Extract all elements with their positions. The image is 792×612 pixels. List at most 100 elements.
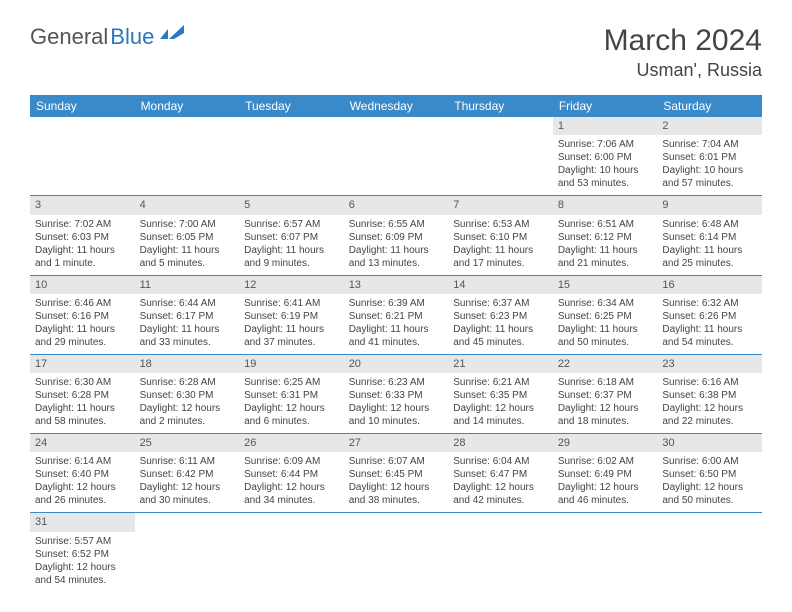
calendar-cell: 5Sunrise: 6:57 AMSunset: 6:07 PMDaylight… [239,196,344,275]
sunset-line: Sunset: 6:10 PM [453,231,548,244]
daylight-line: Daylight: 12 hours and 54 minutes. [35,561,130,587]
day-number: 11 [135,276,240,294]
sunrise-line: Sunrise: 6:51 AM [558,218,653,231]
day-number: 12 [239,276,344,294]
sunrise-line: Sunrise: 6:30 AM [35,376,130,389]
sunrise-line: Sunrise: 6:18 AM [558,376,653,389]
daylight-line: Daylight: 10 hours and 57 minutes. [662,164,757,190]
day-number: 21 [448,355,553,373]
weekday-header: Friday [553,95,658,117]
calendar-cell: 16Sunrise: 6:32 AMSunset: 6:26 PMDayligh… [657,275,762,354]
daylight-line: Daylight: 11 hours and 41 minutes. [349,323,444,349]
day-number: 9 [657,196,762,214]
daylight-line: Daylight: 12 hours and 50 minutes. [662,481,757,507]
day-number: 17 [30,355,135,373]
daylight-line: Daylight: 11 hours and 37 minutes. [244,323,339,349]
daylight-line: Daylight: 12 hours and 30 minutes. [140,481,235,507]
sunrise-line: Sunrise: 6:11 AM [140,455,235,468]
daylight-line: Daylight: 12 hours and 18 minutes. [558,402,653,428]
calendar-cell: 27Sunrise: 6:07 AMSunset: 6:45 PMDayligh… [344,434,449,513]
sunset-line: Sunset: 6:16 PM [35,310,130,323]
calendar-cell: 26Sunrise: 6:09 AMSunset: 6:44 PMDayligh… [239,434,344,513]
calendar-cell: 19Sunrise: 6:25 AMSunset: 6:31 PMDayligh… [239,354,344,433]
logo-text-1: General [30,24,108,50]
calendar-week: 10Sunrise: 6:46 AMSunset: 6:16 PMDayligh… [30,275,762,354]
sunrise-line: Sunrise: 6:09 AM [244,455,339,468]
day-number: 25 [135,434,240,452]
day-number: 10 [30,276,135,294]
calendar-week: 31Sunrise: 5:57 AMSunset: 6:52 PMDayligh… [30,513,762,592]
sunrise-line: Sunrise: 6:39 AM [349,297,444,310]
daylight-line: Daylight: 12 hours and 2 minutes. [140,402,235,428]
daylight-line: Daylight: 11 hours and 21 minutes. [558,244,653,270]
daylight-line: Daylight: 10 hours and 53 minutes. [558,164,653,190]
daylight-line: Daylight: 11 hours and 29 minutes. [35,323,130,349]
sunset-line: Sunset: 6:37 PM [558,389,653,402]
sunset-line: Sunset: 6:38 PM [662,389,757,402]
sunrise-line: Sunrise: 6:21 AM [453,376,548,389]
calendar-cell: 24Sunrise: 6:14 AMSunset: 6:40 PMDayligh… [30,434,135,513]
sunset-line: Sunset: 6:21 PM [349,310,444,323]
sunrise-line: Sunrise: 6:16 AM [662,376,757,389]
calendar-cell-empty [239,513,344,592]
calendar-week: 1Sunrise: 7:06 AMSunset: 6:00 PMDaylight… [30,117,762,196]
calendar-cell: 7Sunrise: 6:53 AMSunset: 6:10 PMDaylight… [448,196,553,275]
calendar-cell: 22Sunrise: 6:18 AMSunset: 6:37 PMDayligh… [553,354,658,433]
calendar-cell: 4Sunrise: 7:00 AMSunset: 6:05 PMDaylight… [135,196,240,275]
day-number: 6 [344,196,449,214]
calendar-cell: 18Sunrise: 6:28 AMSunset: 6:30 PMDayligh… [135,354,240,433]
sunset-line: Sunset: 6:44 PM [244,468,339,481]
sunset-line: Sunset: 6:12 PM [558,231,653,244]
calendar-cell-empty [30,117,135,196]
sunrise-line: Sunrise: 6:37 AM [453,297,548,310]
daylight-line: Daylight: 11 hours and 50 minutes. [558,323,653,349]
day-number: 2 [657,117,762,135]
calendar-cell: 31Sunrise: 5:57 AMSunset: 6:52 PMDayligh… [30,513,135,592]
calendar-cell-empty [553,513,658,592]
sunset-line: Sunset: 6:07 PM [244,231,339,244]
daylight-line: Daylight: 12 hours and 38 minutes. [349,481,444,507]
sunset-line: Sunset: 6:28 PM [35,389,130,402]
daylight-line: Daylight: 11 hours and 9 minutes. [244,244,339,270]
sunset-line: Sunset: 6:19 PM [244,310,339,323]
calendar-week: 3Sunrise: 7:02 AMSunset: 6:03 PMDaylight… [30,196,762,275]
sunset-line: Sunset: 6:49 PM [558,468,653,481]
weekday-header: Wednesday [344,95,449,117]
sunset-line: Sunset: 6:31 PM [244,389,339,402]
sunset-line: Sunset: 6:47 PM [453,468,548,481]
calendar-cell: 13 Sunrise: 6:39 AMSunset: 6:21 PMDayligh… [344,275,449,354]
daylight-line: Daylight: 12 hours and 6 minutes. [244,402,339,428]
sunrise-line: Sunrise: 6:23 AM [349,376,444,389]
sunset-line: Sunset: 6:33 PM [349,389,444,402]
calendar-cell-empty [135,513,240,592]
sunrise-line: Sunrise: 6:41 AM [244,297,339,310]
sunrise-line: Sunrise: 6:34 AM [558,297,653,310]
calendar-head: SundayMondayTuesdayWednesdayThursdayFrid… [30,95,762,117]
sunset-line: Sunset: 6:03 PM [35,231,130,244]
sunset-line: Sunset: 6:26 PM [662,310,757,323]
calendar-table: SundayMondayTuesdayWednesdayThursdayFrid… [30,95,762,592]
sunrise-line: Sunrise: 6:04 AM [453,455,548,468]
sunrise-line: Sunrise: 6:28 AM [140,376,235,389]
day-number: 13 [344,276,449,294]
calendar-body: 1Sunrise: 7:06 AMSunset: 6:00 PMDaylight… [30,117,762,592]
sunrise-line: Sunrise: 6:07 AM [349,455,444,468]
day-number: 20 [344,355,449,373]
daylight-line: Daylight: 12 hours and 10 minutes. [349,402,444,428]
weekday-header: Monday [135,95,240,117]
day-number: 18 [135,355,240,373]
calendar-cell: 12 Sunrise: 6:41 AMSunset: 6:19 PMDayligh… [239,275,344,354]
calendar-cell: 6Sunrise: 6:55 AMSunset: 6:09 PMDaylight… [344,196,449,275]
day-number: 30 [657,434,762,452]
sunrise-line: Sunrise: 6:02 AM [558,455,653,468]
day-number: 4 [135,196,240,214]
calendar-cell-empty [344,513,449,592]
sunrise-line: Sunrise: 7:02 AM [35,218,130,231]
calendar-cell: 30Sunrise: 6:00 AMSunset: 6:50 PMDayligh… [657,434,762,513]
sunset-line: Sunset: 6:45 PM [349,468,444,481]
sunset-line: Sunset: 6:14 PM [662,231,757,244]
calendar-cell-empty [135,117,240,196]
daylight-line: Daylight: 12 hours and 26 minutes. [35,481,130,507]
daylight-line: Daylight: 11 hours and 58 minutes. [35,402,130,428]
sunrise-line: Sunrise: 6:46 AM [35,297,130,310]
